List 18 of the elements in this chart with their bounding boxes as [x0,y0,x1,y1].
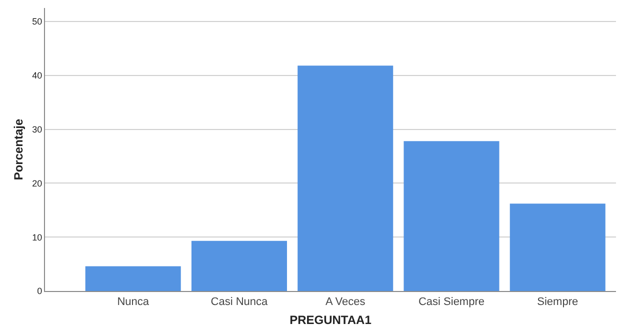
x-tick-label: Casi Nunca [210,296,269,308]
x-axis-title: PREGUNTAA1 [290,313,372,328]
y-tick-label: 0 [37,286,42,296]
bar [404,141,500,291]
bar [298,66,394,291]
y-tick-label: 50 [32,16,42,27]
y-tick-label: 20 [32,178,42,188]
x-tick-label: A Veces [325,296,366,308]
y-tick-label: 30 [32,124,42,134]
x-tick-label: Casi Siempre [418,296,485,308]
bar [85,266,181,291]
x-tick-label: Siempre [537,296,578,308]
bar [510,204,606,291]
y-axis-title: Porcentaje [11,118,26,180]
y-tick-label: 40 [32,70,42,81]
y-tick-label: 10 [32,232,42,242]
bar [191,240,287,291]
x-tick-label: Nunca [117,296,150,308]
